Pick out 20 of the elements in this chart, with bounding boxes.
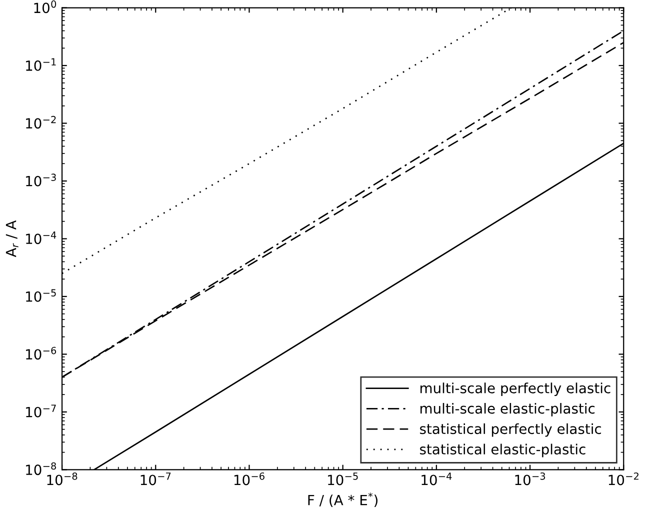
- x-axis-title: F / (A * E$^{*}$): [308, 492, 378, 507]
- legend-label: multi-scale perfectly elastic: [420, 382, 610, 396]
- y-tick-label: 10$^{−2}$: [26, 116, 56, 129]
- y-tick-label: 10$^{−7}$: [26, 404, 56, 418]
- y-tick-label: 10$^{−1}$: [26, 58, 56, 71]
- y-tick-label: 10$^{−4}$: [26, 232, 56, 244]
- x-tick-label: 10$^{−3}$: [515, 472, 546, 486]
- x-tick-label: 10$^{−2}$: [608, 472, 638, 486]
- x-tick-label: 10$^{−6}$: [234, 472, 264, 486]
- legend-label: statistical elastic-plastic: [420, 444, 586, 458]
- y-tick-label: 10$^{0}$: [34, 0, 56, 14]
- y-tick-label: 10$^{−5}$: [26, 289, 56, 302]
- legend-label: statistical perfectly elastic: [420, 423, 602, 437]
- x-tick-label: 10$^{−4}$: [422, 472, 452, 486]
- x-tick-label: 10$^{−7}$: [140, 472, 171, 486]
- x-tick-label: 10$^{−5}$: [328, 472, 358, 486]
- y-tick-label: 10$^{−3}$: [26, 174, 56, 186]
- legend-label: multi-scale elastic-plastic: [420, 402, 595, 416]
- y-tick-label: 10$^{−6}$: [26, 346, 56, 360]
- y-axis-title: A$_{r}$ / A: [6, 220, 18, 258]
